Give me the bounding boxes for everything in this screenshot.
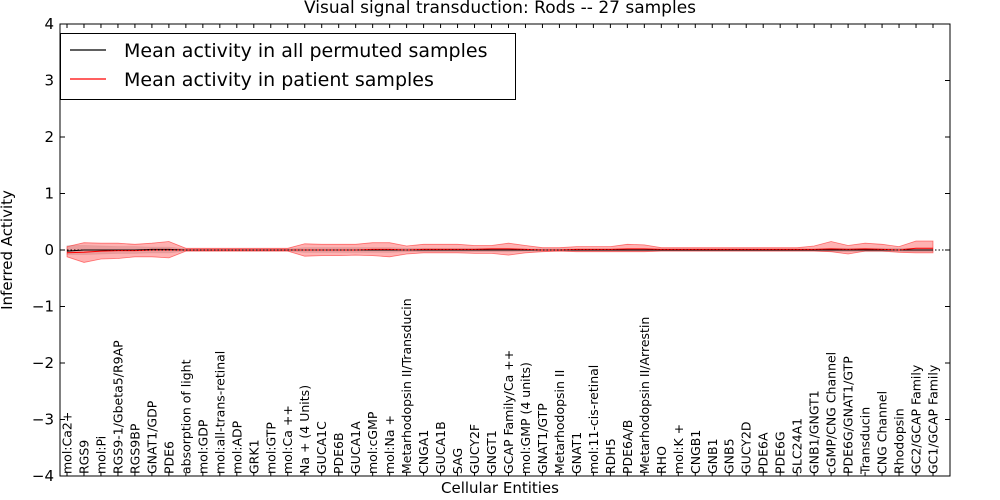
legend-label-permuted: Mean activity in all permuted samples	[124, 40, 487, 62]
x-tick-label: PDE6A	[756, 432, 771, 474]
x-tick-label: GNB1/GNGT1	[807, 390, 822, 474]
x-tick-label: GRK1	[246, 439, 261, 474]
x-tick-label: mol:Na +	[382, 415, 397, 474]
x-axis-label: Cellular Entities	[441, 479, 559, 497]
x-tick-label: SLC24A1	[790, 418, 805, 474]
x-tick-label: PDE6	[161, 441, 176, 474]
x-tick-label: GUCY2F	[467, 424, 482, 474]
x-tick-label: GUCY2D	[739, 421, 754, 474]
x-tick-label: GUCA1B	[433, 421, 448, 474]
x-tick-label: GC1/GCAP Family	[926, 364, 941, 474]
y-axis: 4 3 2 1 0 −1 −2 −3 −4	[32, 15, 950, 485]
x-tick-label: mol:K +	[671, 424, 686, 474]
x-tick-labels: mol:Ca2+ RGS9 mol:Pi RGS9-1/Gbeta5/R9AP RGS9…	[60, 298, 941, 475]
x-tick-label: mol:GTP	[263, 422, 278, 474]
x-tick-label: mol:Pi	[94, 436, 109, 474]
plot-area-frame	[59, 23, 951, 477]
x-tick-label: GNB5	[722, 438, 737, 474]
y-axis-label: Inferred Activity	[0, 190, 16, 310]
x-tick-label: Metarhodopsin II	[552, 370, 567, 474]
x-tick-label: GC2/GCAP Family	[909, 364, 924, 474]
x-tick-label: mol:Ca ++	[280, 405, 295, 474]
x-tick-label: GNAT1/GDP	[144, 400, 159, 474]
y-tick-label: 0	[44, 241, 54, 259]
x-tick-label: mol:all-trans-retinal	[212, 351, 227, 474]
x-tick-label: SAG	[450, 448, 465, 474]
x-tick-label: PDE6A/B	[620, 420, 635, 474]
y-tick-label: 3	[44, 72, 54, 90]
x-tick-label: Transducin	[858, 407, 873, 475]
y-tick-label: −2	[32, 354, 54, 372]
y-tick-label: −1	[32, 298, 54, 316]
legend-label-patient: Mean activity in patient samples	[124, 69, 434, 91]
band-patient	[66, 240, 934, 263]
x-ticks	[66, 24, 934, 476]
x-tick-label: Metarhodopsin II/Arrestin	[637, 317, 652, 474]
legend-frame	[60, 33, 516, 100]
x-tick-label: CNGA1	[416, 430, 431, 474]
series-lines	[60, 247, 950, 254]
x-tick-label: RGS9	[77, 440, 92, 474]
x-tick-label: cGMP/CNG Channel	[824, 352, 839, 474]
x-tick-label: RHO	[654, 446, 669, 474]
x-tick-label: Na + (4 Units)	[297, 385, 312, 474]
x-tick-label: mol:cGMP	[365, 411, 380, 474]
chart-title: Visual signal transduction: Rods -- 27 s…	[304, 0, 696, 18]
legend: Mean activity in all permuted samples Me…	[60, 33, 516, 100]
x-tick-label: RDH5	[603, 438, 618, 474]
y-tick-label: −3	[32, 411, 54, 429]
x-tick-label: Rhodopsin	[892, 408, 907, 474]
confidence-bands	[66, 240, 934, 263]
x-tick-label: GNAT1	[569, 432, 584, 474]
x-tick-label: mol:GDP	[195, 419, 210, 474]
x-tick-label: RGS9BP	[127, 423, 142, 474]
x-tick-label: GNB1	[705, 438, 720, 474]
x-tick-label: PDE6B	[331, 432, 346, 474]
x-tick-label: GNAT1/GTP	[535, 403, 550, 474]
x-tick-label: GUCA1A	[348, 421, 363, 474]
x-tick-label: CNGB1	[688, 430, 703, 474]
y-tick-label: −4	[32, 467, 54, 485]
x-tick-label: absorption of light	[178, 359, 193, 474]
x-tick-label: GUCA1C	[314, 421, 329, 474]
x-tick-label: mol:GMP (4 units)	[518, 362, 533, 474]
x-tick-label: GCAP Family/Ca ++	[501, 350, 516, 474]
y-tick-label: 1	[44, 185, 54, 203]
x-tick-label: mol:ADP	[229, 420, 244, 474]
y-tick-label: 2	[44, 128, 54, 146]
x-tick-label: RGS9-1/Gbeta5/R9AP	[110, 340, 125, 474]
x-tick-label: Metarhodopsin II/Transducin	[399, 298, 414, 474]
x-tick-label: CNG Channel	[875, 391, 890, 474]
x-tick-label: GNGT1	[484, 430, 499, 474]
x-tick-label: PDE6G/GNAT1/GTP	[841, 356, 856, 474]
x-tick-label: mol:11-cis-retinal	[586, 365, 601, 474]
y-tick-label: 4	[44, 15, 54, 33]
x-tick-label: PDE6G	[773, 431, 788, 474]
x-tick-label: mol:Ca2+	[60, 412, 75, 474]
